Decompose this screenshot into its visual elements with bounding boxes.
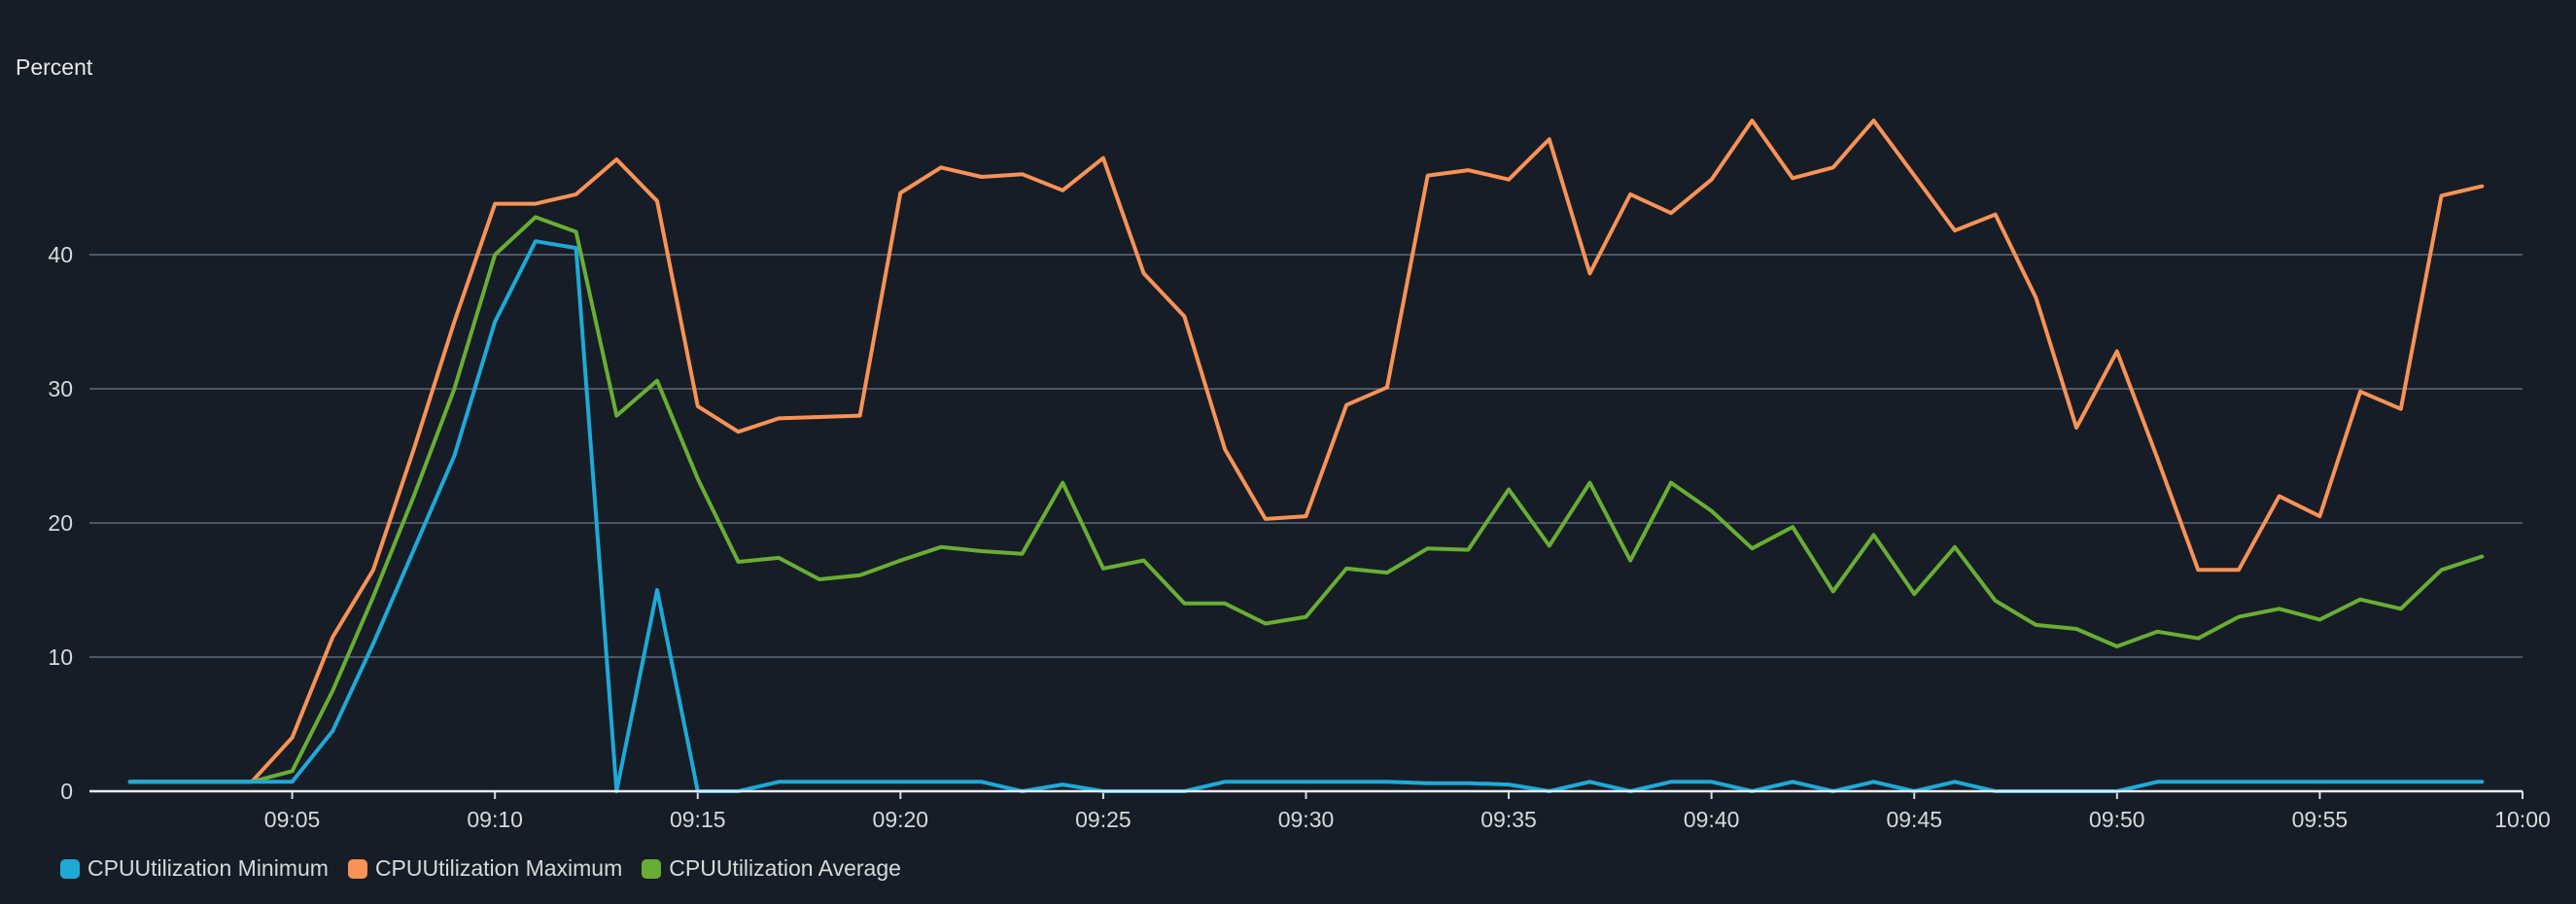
x-tick-label: 09:10 xyxy=(467,807,523,832)
y-tick-label: 20 xyxy=(48,510,73,536)
y-tick-label: 10 xyxy=(48,644,73,670)
chart-legend: CPUUtilization Minimum CPUUtilization Ma… xyxy=(60,855,921,882)
legend-item-minimum[interactable]: CPUUtilization Minimum xyxy=(60,855,329,882)
y-tick-label: 30 xyxy=(48,376,73,401)
legend-label-average: CPUUtilization Average xyxy=(669,855,901,881)
legend-item-average[interactable]: CPUUtilization Average xyxy=(642,855,901,882)
x-tick-label: 09:15 xyxy=(670,807,726,832)
series-lines xyxy=(127,119,2485,793)
x-tick-label: 09:45 xyxy=(1886,807,1942,832)
x-tick-label: 09:25 xyxy=(1075,807,1131,832)
y-tick-label: 40 xyxy=(48,242,73,267)
x-tick-label: 09:50 xyxy=(2089,807,2145,832)
series-line-maximum xyxy=(127,119,2485,784)
legend-item-maximum[interactable]: CPUUtilization Maximum xyxy=(347,855,623,882)
x-tick-label: 09:05 xyxy=(264,807,321,832)
x-tick-label: 09:20 xyxy=(873,807,929,832)
legend-swatch-maximum xyxy=(347,858,367,879)
legend-swatch-average xyxy=(642,858,662,879)
x-tick-label: 09:30 xyxy=(1278,807,1335,832)
x-tick-label: 10:00 xyxy=(2494,807,2551,832)
legend-label-maximum: CPUUtilization Maximum xyxy=(374,855,623,881)
legend-label-minimum: CPUUtilization Minimum xyxy=(87,855,329,881)
y-axis-ticks: 0 10 20 30 40 xyxy=(48,242,73,804)
x-tick-label: 09:35 xyxy=(1480,807,1537,832)
series-line-average xyxy=(127,215,2485,784)
y-axis-label: Percent xyxy=(16,54,93,80)
x-tick-label: 09:40 xyxy=(1684,807,1740,832)
y-tick-label: 0 xyxy=(60,779,73,804)
x-tick-label: 09:55 xyxy=(2292,807,2349,832)
x-axis-ticks: 09:05 09:10 09:15 09:20 09:25 09:30 09:35 09:40… xyxy=(264,791,2551,832)
legend-swatch-minimum xyxy=(60,858,80,879)
